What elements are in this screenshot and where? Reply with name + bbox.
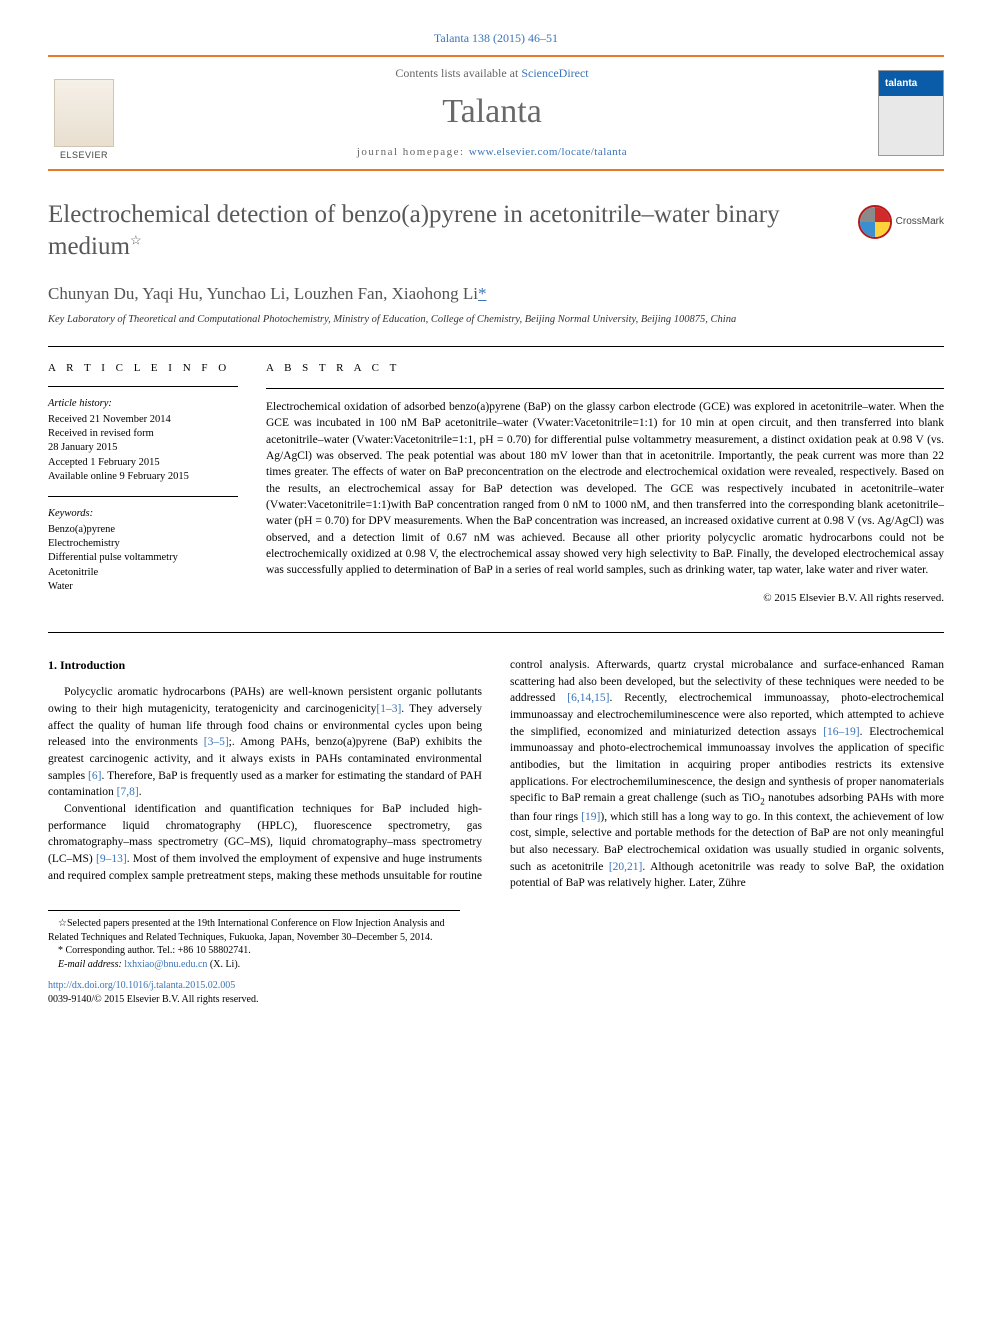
keyword: Benzo(a)pyrene bbox=[48, 523, 238, 537]
ref-link[interactable]: [20,21] bbox=[609, 861, 643, 873]
received-date: Received 21 November 2014 bbox=[48, 413, 238, 427]
ref-link[interactable]: [6,14,15] bbox=[567, 692, 609, 704]
revised-line1: Received in revised form bbox=[48, 427, 238, 441]
abstract-text: Electrochemical oxidation of adsorbed be… bbox=[266, 399, 944, 579]
footnotes: ☆Selected papers presented at the 19th I… bbox=[48, 910, 460, 971]
ref-link[interactable]: [19] bbox=[581, 811, 600, 823]
keyword: Acetonitrile bbox=[48, 566, 238, 580]
elsevier-tree-icon bbox=[54, 79, 114, 147]
online-date: Available online 9 February 2015 bbox=[48, 470, 238, 484]
issn-line: 0039-9140/© 2015 Elsevier B.V. All right… bbox=[48, 993, 944, 1007]
journal-home-link[interactable]: www.elsevier.com/locate/talanta bbox=[469, 146, 627, 158]
keyword: Differential pulse voltammetry bbox=[48, 551, 238, 565]
history-label: Article history: bbox=[48, 397, 238, 411]
keyword: Water bbox=[48, 580, 238, 594]
footnote-corresponding: * Corresponding author. Tel.: +86 10 588… bbox=[48, 944, 460, 958]
crossmark-badge[interactable]: CrossMark bbox=[858, 205, 944, 239]
ref-link[interactable]: [3–5] bbox=[204, 736, 229, 748]
authors-line: Chunyan Du, Yaqi Hu, Yunchao Li, Louzhen… bbox=[48, 282, 944, 306]
paragraph: Polycyclic aromatic hydrocarbons (PAHs) … bbox=[48, 684, 482, 801]
journal-homepage: journal homepage: www.elsevier.com/locat… bbox=[132, 145, 852, 160]
top-citation: Talanta 138 (2015) 46–51 bbox=[48, 30, 944, 47]
journal-cover-thumb[interactable] bbox=[878, 70, 944, 156]
corresponding-link[interactable]: * bbox=[478, 284, 487, 303]
paper-title: Electrochemical detection of benzo(a)pyr… bbox=[48, 199, 944, 264]
rule bbox=[48, 496, 238, 497]
publisher-logo[interactable] bbox=[48, 79, 120, 147]
rule bbox=[48, 346, 944, 347]
rule bbox=[48, 386, 238, 387]
section-heading: 1. Introduction bbox=[48, 657, 482, 674]
affiliation: Key Laboratory of Theoretical and Comput… bbox=[48, 313, 944, 327]
rule bbox=[266, 388, 944, 389]
email-link[interactable]: lxhxiao@bnu.edu.cn bbox=[124, 959, 207, 970]
keyword: Electrochemistry bbox=[48, 537, 238, 551]
crossmark-icon bbox=[858, 205, 892, 239]
article-info: A R T I C L E I N F O Article history: R… bbox=[48, 361, 238, 606]
body-columns: 1. Introduction Polycyclic aromatic hydr… bbox=[48, 657, 944, 892]
doi-link[interactable]: http://dx.doi.org/10.1016/j.talanta.2015… bbox=[48, 980, 235, 991]
journal-banner: Contents lists available at ScienceDirec… bbox=[48, 55, 944, 171]
doi-block: http://dx.doi.org/10.1016/j.talanta.2015… bbox=[48, 979, 944, 1007]
ref-link[interactable]: [9–13] bbox=[96, 853, 127, 865]
footnote-star: ☆Selected papers presented at the 19th I… bbox=[48, 917, 460, 944]
abstract: A B S T R A C T Electrochemical oxidatio… bbox=[266, 361, 944, 606]
ref-link[interactable]: [1–3] bbox=[376, 703, 401, 715]
article-info-heading: A R T I C L E I N F O bbox=[48, 361, 238, 376]
keywords-label: Keywords: bbox=[48, 507, 238, 521]
revised-line2: 28 January 2015 bbox=[48, 441, 238, 455]
copyright-line: © 2015 Elsevier B.V. All rights reserved… bbox=[266, 591, 944, 606]
ref-link[interactable]: [16–19] bbox=[823, 726, 859, 738]
title-note-marker: ☆ bbox=[130, 233, 142, 248]
accepted-date: Accepted 1 February 2015 bbox=[48, 456, 238, 470]
contents-line: Contents lists available at ScienceDirec… bbox=[132, 65, 852, 82]
ref-link[interactable]: [7,8] bbox=[117, 786, 139, 798]
rule bbox=[48, 632, 944, 633]
journal-name: Talanta bbox=[132, 88, 852, 136]
abstract-heading: A B S T R A C T bbox=[266, 361, 944, 376]
citation-link[interactable]: Talanta 138 (2015) 46–51 bbox=[434, 31, 558, 45]
sciencedirect-link[interactable]: ScienceDirect bbox=[521, 66, 588, 80]
footnote-email: E-mail address: lxhxiao@bnu.edu.cn (X. L… bbox=[48, 958, 460, 972]
ref-link[interactable]: [6] bbox=[88, 770, 101, 782]
